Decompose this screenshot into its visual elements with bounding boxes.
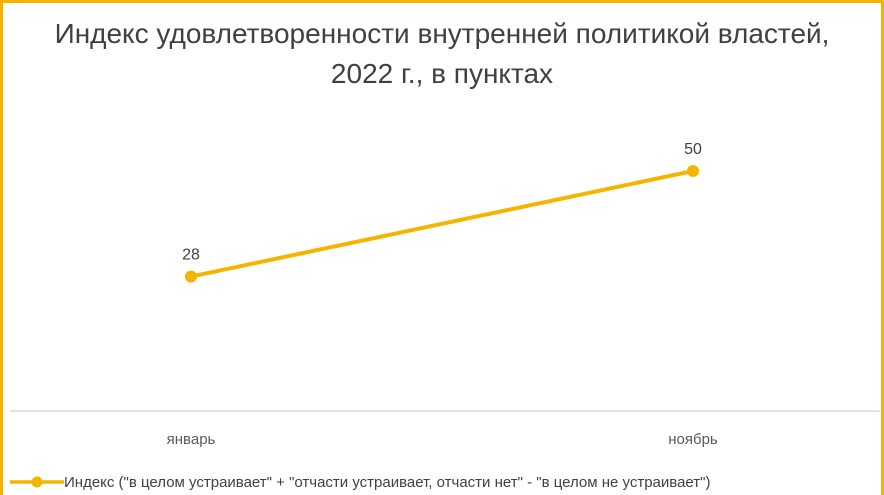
legend-swatch-icon [10, 476, 64, 488]
data-label-январь: 28 [182, 247, 200, 264]
chart-title: Индекс удовлетворенности внутренней поли… [0, 14, 884, 94]
chart-title-line-2: 2022 г., в пунктах [330, 58, 554, 89]
series-line [189, 169, 695, 279]
chart-title-line-1: Индекс удовлетворенности внутренней поли… [54, 18, 830, 49]
data-point-ноябрь [687, 165, 699, 177]
legend-label: Индекс ("в целом устраивает" + "отчасти … [64, 473, 711, 491]
data-point-январь [185, 270, 197, 283]
label-layer: 28 50 январь ноябрь [167, 141, 718, 448]
series-layer [185, 165, 699, 283]
x-tick-label-0: январь [167, 431, 216, 448]
x-tick-label-1: ноябрь [668, 431, 718, 448]
chart-legend: Индекс ("в целом устраивает" + "отчасти … [10, 470, 880, 494]
data-label-ноябрь: 50 [684, 141, 702, 158]
